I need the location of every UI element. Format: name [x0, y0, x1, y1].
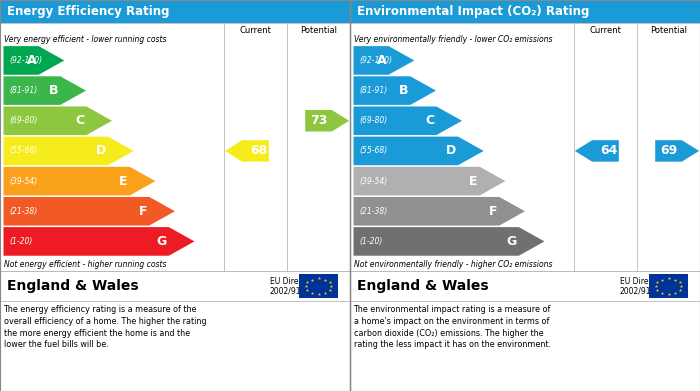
Text: 64: 64	[601, 144, 617, 158]
Text: C: C	[75, 114, 84, 127]
FancyBboxPatch shape	[0, 271, 350, 301]
Polygon shape	[354, 76, 436, 105]
Polygon shape	[354, 227, 545, 256]
Text: Environmental Impact (CO₂) Rating: Environmental Impact (CO₂) Rating	[357, 5, 589, 18]
Polygon shape	[4, 106, 112, 135]
FancyBboxPatch shape	[0, 23, 350, 271]
Text: Current: Current	[239, 26, 272, 35]
Polygon shape	[305, 110, 349, 131]
Text: 69: 69	[660, 144, 677, 158]
Text: D: D	[96, 144, 106, 158]
Text: (1-20): (1-20)	[9, 237, 32, 246]
Polygon shape	[354, 106, 462, 135]
Text: EU Directive
2002/91/EC: EU Directive 2002/91/EC	[620, 276, 666, 296]
Text: B: B	[399, 84, 408, 97]
Text: (81-91): (81-91)	[359, 86, 387, 95]
Polygon shape	[354, 167, 505, 196]
Text: Not environmentally friendly - higher CO₂ emissions: Not environmentally friendly - higher CO…	[354, 260, 552, 269]
FancyBboxPatch shape	[0, 0, 350, 23]
Text: E: E	[469, 175, 477, 188]
Text: F: F	[139, 205, 147, 218]
Polygon shape	[575, 140, 619, 161]
FancyBboxPatch shape	[350, 23, 700, 271]
Text: A: A	[27, 54, 36, 67]
Text: (21-38): (21-38)	[9, 207, 37, 216]
Text: (39-54): (39-54)	[359, 177, 387, 186]
Text: (92-100): (92-100)	[9, 56, 42, 65]
FancyBboxPatch shape	[650, 274, 687, 298]
Text: Very environmentally friendly - lower CO₂ emissions: Very environmentally friendly - lower CO…	[354, 34, 552, 44]
Text: G: G	[507, 235, 517, 248]
FancyBboxPatch shape	[350, 271, 700, 301]
Polygon shape	[4, 227, 195, 256]
Polygon shape	[354, 46, 414, 75]
Text: A: A	[377, 54, 386, 67]
Text: The environmental impact rating is a measure of
a home's impact on the environme: The environmental impact rating is a mea…	[354, 305, 551, 350]
Polygon shape	[225, 140, 269, 161]
Text: England & Wales: England & Wales	[357, 279, 489, 293]
Text: (69-80): (69-80)	[359, 116, 387, 125]
Text: D: D	[446, 144, 456, 158]
Text: (92-100): (92-100)	[359, 56, 392, 65]
FancyBboxPatch shape	[350, 0, 700, 23]
Polygon shape	[354, 136, 484, 165]
Text: Potential: Potential	[650, 26, 687, 35]
Polygon shape	[4, 136, 134, 165]
Text: G: G	[157, 235, 167, 248]
Text: (81-91): (81-91)	[9, 86, 37, 95]
Text: England & Wales: England & Wales	[7, 279, 139, 293]
Polygon shape	[4, 197, 175, 226]
Text: (39-54): (39-54)	[9, 177, 37, 186]
Text: Current: Current	[589, 26, 622, 35]
Text: (21-38): (21-38)	[359, 207, 387, 216]
Text: F: F	[489, 205, 497, 218]
Polygon shape	[4, 46, 64, 75]
Text: EU Directive
2002/91/EC: EU Directive 2002/91/EC	[270, 276, 316, 296]
Text: E: E	[119, 175, 127, 188]
Text: 73: 73	[310, 114, 327, 127]
Polygon shape	[354, 197, 525, 226]
Polygon shape	[4, 76, 86, 105]
Text: (1-20): (1-20)	[359, 237, 382, 246]
Text: (55-68): (55-68)	[9, 146, 37, 156]
Text: 68: 68	[251, 144, 267, 158]
Text: Potential: Potential	[300, 26, 337, 35]
Text: (55-68): (55-68)	[359, 146, 387, 156]
Polygon shape	[655, 140, 699, 161]
Text: Not energy efficient - higher running costs: Not energy efficient - higher running co…	[4, 260, 166, 269]
Text: (69-80): (69-80)	[9, 116, 37, 125]
Text: The energy efficiency rating is a measure of the
overall efficiency of a home. T: The energy efficiency rating is a measur…	[4, 305, 206, 350]
FancyBboxPatch shape	[300, 274, 337, 298]
Text: Energy Efficiency Rating: Energy Efficiency Rating	[7, 5, 169, 18]
Text: Very energy efficient - lower running costs: Very energy efficient - lower running co…	[4, 34, 166, 44]
Polygon shape	[4, 167, 155, 196]
Text: B: B	[49, 84, 58, 97]
Text: C: C	[425, 114, 434, 127]
